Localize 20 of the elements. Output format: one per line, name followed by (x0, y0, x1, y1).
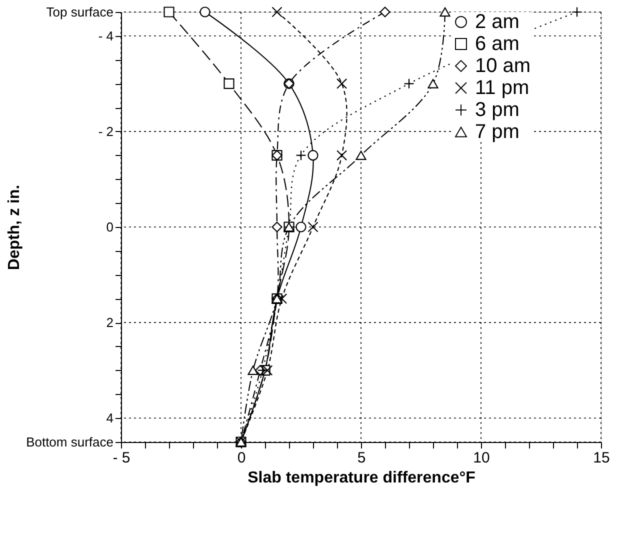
legend-label: 6 am (475, 33, 520, 55)
x-tick-label: 10 (473, 450, 490, 466)
y-tick-label: 0 (106, 220, 114, 234)
y-tick-label: - 4 (98, 28, 114, 44)
x-tick-label: 5 (357, 450, 366, 466)
y-tick-label: Bottom surface (26, 434, 114, 450)
y-tick-label: - 2 (98, 124, 114, 139)
y-tick-label: Top surface (46, 4, 114, 20)
y-axis-title: Depth, z in. (6, 184, 24, 270)
x-axis-title: Slab temperature difference°F (248, 470, 476, 486)
y-tick-label: 2 (106, 315, 114, 330)
x-tick-label: - 5 (112, 450, 130, 466)
legend-label: 11 pm (475, 77, 530, 99)
x-tick-label: 0 (237, 450, 246, 466)
y-tick-label: 4 (106, 410, 114, 426)
legend-label: 3 pm (475, 99, 520, 121)
x-tick-label: 15 (593, 450, 610, 466)
legend-label: 10 am (475, 55, 531, 77)
legend-label: 7 pm (475, 121, 520, 143)
legend-label: 2 am (475, 11, 520, 33)
